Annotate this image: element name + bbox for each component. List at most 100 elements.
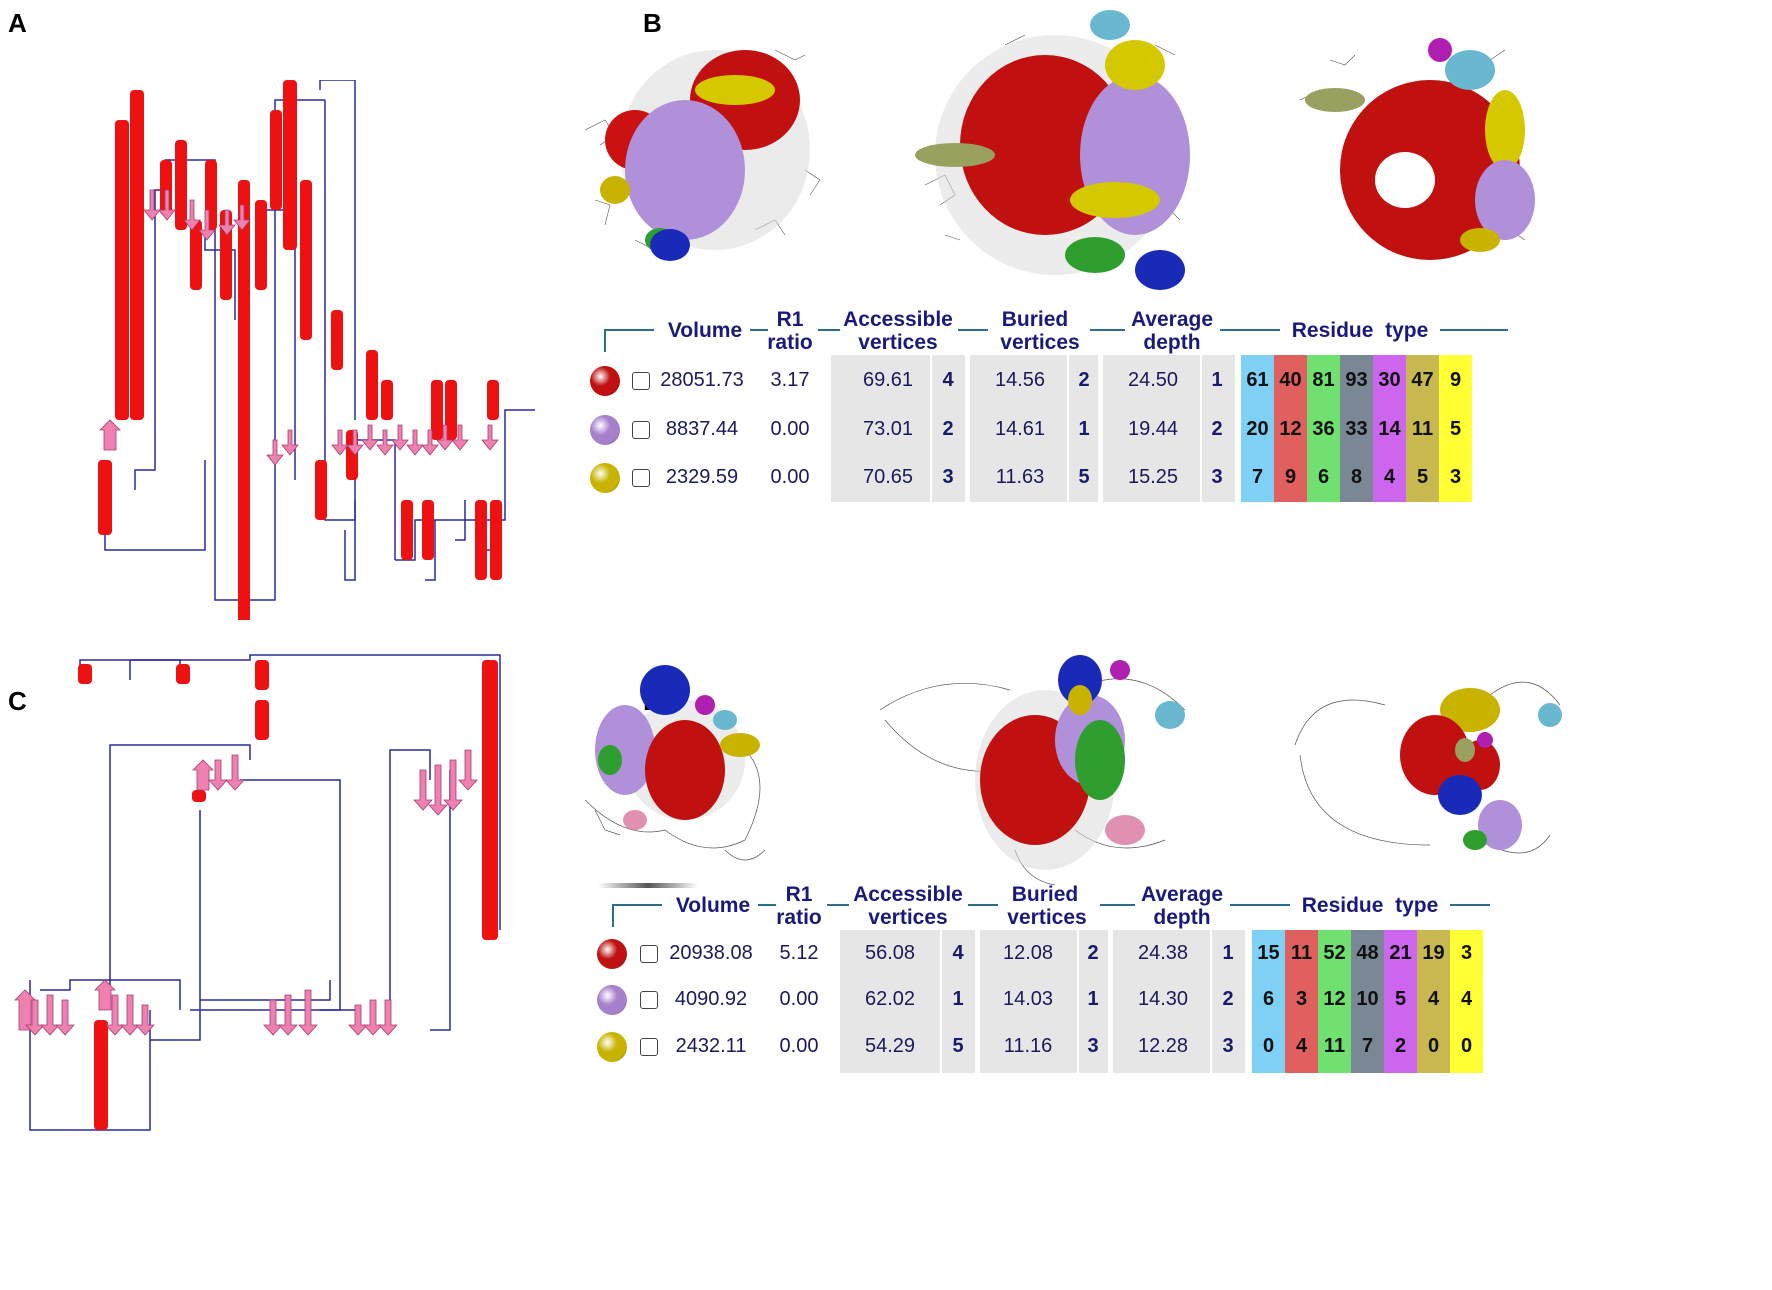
buried-value: 14.56	[994, 369, 1046, 391]
average-depth-rank: 2	[1222, 988, 1234, 1010]
residue-count: 52	[1323, 942, 1346, 964]
residue-color-column	[1439, 355, 1472, 502]
header-buried-line1-d: Buried	[1011, 883, 1079, 906]
r1-ratio-value: 0.00	[770, 466, 810, 488]
buried-rank: 3	[1087, 1035, 1099, 1057]
buried-value: 12.08	[1002, 942, 1054, 964]
shadow-line	[598, 883, 698, 888]
volume-value: 2432.11	[675, 1035, 747, 1057]
pocket-checkbox[interactable]	[632, 372, 650, 390]
header-accessible-line2: vertices	[858, 331, 938, 354]
pocket-color-ball	[590, 463, 620, 493]
r1-ratio-value: 5.12	[779, 942, 819, 964]
residue-count: 48	[1356, 942, 1379, 964]
header-residue-type-d: Residue type	[1301, 894, 1439, 917]
residue-color-column	[1373, 355, 1406, 502]
header-average-line1: Average	[1130, 308, 1214, 331]
pocket-color-ball	[597, 985, 627, 1015]
average-depth-value: 24.50	[1127, 369, 1179, 391]
residue-count: 40	[1279, 369, 1302, 391]
residue-count: 11	[1411, 418, 1434, 440]
residue-count: 10	[1356, 988, 1379, 1010]
residue-count: 93	[1345, 369, 1368, 391]
accessible-value: 56.08	[864, 942, 916, 964]
residue-color-column	[1252, 930, 1285, 1073]
average-depth-rank: 1	[1222, 942, 1234, 964]
molecule-render-b3	[1299, 38, 1535, 260]
residue-count: 0	[1460, 1035, 1473, 1057]
buried-value: 11.63	[995, 466, 1045, 488]
residue-color-column	[1318, 930, 1351, 1073]
residue-count: 12	[1279, 418, 1302, 440]
residue-color-column	[1285, 930, 1318, 1073]
pocket-color-ball	[590, 366, 620, 396]
residue-count: 19	[1422, 942, 1445, 964]
header-volume-d: Volume	[675, 894, 751, 917]
average-depth-value: 15.25	[1127, 466, 1179, 488]
residue-count: 14	[1378, 418, 1401, 440]
header-volume: Volume	[667, 319, 743, 342]
volume-value: 28051.73	[660, 369, 744, 391]
residue-count: 6	[1262, 988, 1275, 1010]
residue-count: 9	[1449, 369, 1462, 391]
accessible-value: 70.65	[862, 466, 914, 488]
molecule-render-d3	[1294, 681, 1562, 854]
pocket-checkbox[interactable]	[640, 1038, 658, 1056]
average-depth-value: 19.44	[1127, 418, 1179, 440]
residue-count: 7	[1251, 466, 1264, 488]
header-accessible-line1-d: Accessible	[853, 883, 963, 906]
buried-rank: 2	[1078, 369, 1090, 391]
average-depth-rank: 3	[1222, 1035, 1234, 1057]
header-residue-type: Residue type	[1291, 319, 1429, 342]
residue-count: 20	[1246, 418, 1269, 440]
residue-color-column	[1340, 355, 1373, 502]
header-buried-line2: vertices	[1000, 331, 1080, 354]
buried-value: 11.16	[1003, 1035, 1053, 1057]
residue-count: 7	[1361, 1035, 1374, 1057]
pocket-checkbox[interactable]	[632, 469, 650, 487]
average-depth-rank: 2	[1211, 418, 1223, 440]
residue-count: 2	[1394, 1035, 1407, 1057]
header-average-line2: depth	[1143, 331, 1201, 354]
volume-value: 2329.59	[665, 466, 739, 488]
accessible-rank: 1	[952, 988, 964, 1010]
pocket-checkbox[interactable]	[640, 991, 658, 1009]
residue-count: 4	[1460, 988, 1473, 1010]
topology-diagram-c	[14, 654, 501, 1131]
panel-label-c: C	[8, 686, 27, 716]
residue-count: 8	[1350, 466, 1363, 488]
volume-value: 20938.08	[669, 942, 753, 964]
buried-rank: 5	[1078, 466, 1090, 488]
r1-ratio-value: 0.00	[779, 1035, 819, 1057]
accessible-rank: 2	[942, 418, 954, 440]
residue-color-column	[1351, 930, 1384, 1073]
accessible-value: 69.61	[862, 369, 914, 391]
pocket-color-ball	[597, 1032, 627, 1062]
residue-count: 61	[1246, 369, 1269, 391]
residue-count: 5	[1449, 418, 1462, 440]
residue-count: 11	[1323, 1035, 1346, 1057]
buried-rank: 1	[1078, 418, 1090, 440]
header-buried-line1: Buried	[1001, 308, 1069, 331]
buried-value: 14.03	[1002, 988, 1054, 1010]
residue-color-column	[1384, 930, 1417, 1073]
average-depth-rank: 3	[1211, 466, 1223, 488]
volume-value: 8837.44	[665, 418, 739, 440]
accessible-rank: 4	[942, 369, 954, 391]
residue-count: 0	[1427, 1035, 1440, 1057]
header-r1-line2-d: ratio	[776, 906, 822, 929]
r1-ratio-value: 0.00	[779, 988, 819, 1010]
volume-value: 4090.92	[674, 988, 748, 1010]
average-depth-value: 14.30	[1137, 988, 1189, 1010]
average-depth-rank: 1	[1211, 369, 1223, 391]
molecule-render-b2	[915, 10, 1190, 290]
header-accessible-line2-d: vertices	[868, 906, 948, 929]
header-accessible-line1: Accessible	[843, 308, 953, 331]
residue-color-column	[1406, 355, 1439, 502]
molecule-render-b1	[584, 49, 821, 261]
buried-rank: 2	[1087, 942, 1099, 964]
pocket-checkbox[interactable]	[632, 421, 650, 439]
residue-color-column	[1417, 930, 1450, 1073]
r1-ratio-value: 3.17	[770, 369, 810, 391]
pocket-checkbox[interactable]	[640, 945, 658, 963]
